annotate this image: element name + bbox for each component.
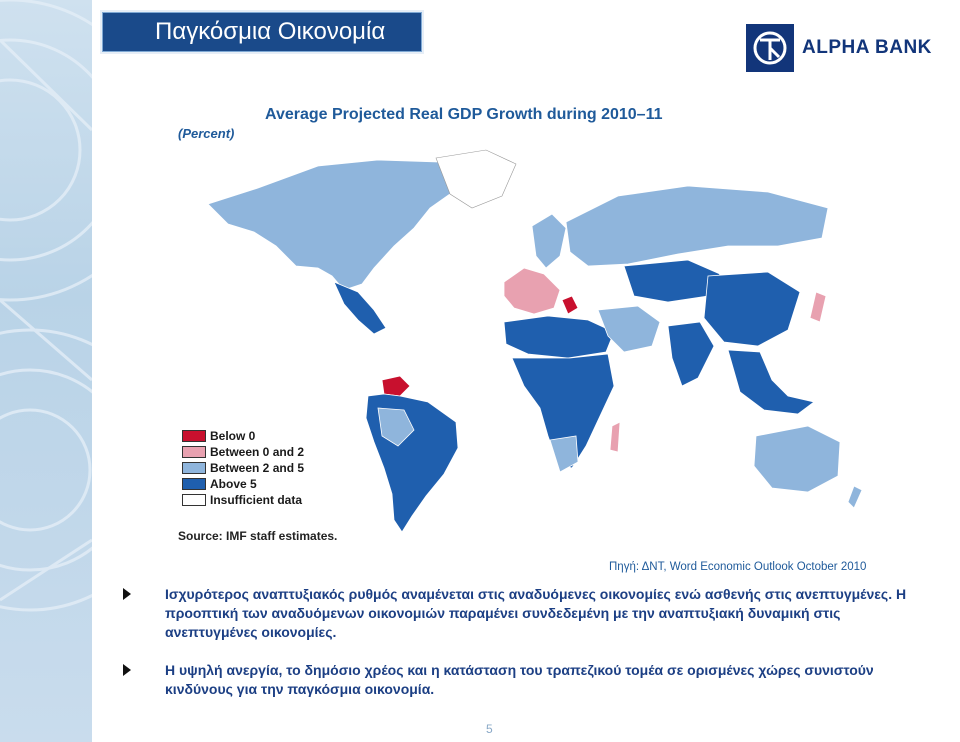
page-number: 5 [486,722,493,736]
bullet-text: Η υψηλή ανεργία, το δημόσιο χρέος και η … [165,662,874,697]
legend-swatch [182,462,206,474]
alpha-bank-logo-icon [746,24,794,72]
legend-item-between-0-2: Between 0 and 2 [182,444,304,460]
south-america-mid-region [377,407,415,447]
new-zealand-region [847,485,863,509]
australia-region [753,425,841,493]
brand-name: ALPHA BANK [802,37,932,58]
source-note: Πηγή: ΔΝΤ, Word Economic Outlook October… [609,561,867,573]
alpha-bank-logo: ALPHA BANK [746,24,932,72]
legend-label: Between 2 and 5 [210,461,305,475]
venezuela-region [381,375,411,397]
slide-title: Παγκόσμια Οικονομία [155,18,386,45]
bullet-arrow-icon [123,664,131,676]
southeast-asia-region [727,349,815,415]
bullet-item: Η υψηλή ανεργία, το δημόσιο χρέος και η … [123,661,923,699]
bullet-arrow-icon [123,588,131,600]
greenland-region [435,149,517,209]
legend-item-between-2-5: Between 2 and 5 [182,460,304,476]
legend-item-insufficient-data: Insufficient data [182,492,304,508]
madagascar-region [609,421,621,453]
legend-label: Above 5 [210,477,257,491]
world-gdp-map-figure: Average Projected Real GDP Growth during… [168,96,868,548]
legend-swatch [182,478,206,490]
sub-saharan-africa-region [511,353,615,469]
legend-swatch [182,494,206,506]
legend-item-above-5: Above 5 [182,476,304,492]
legend-label: Below 0 [210,429,256,443]
japan-region [809,291,827,323]
legend-item-below-0: Below 0 [182,428,304,444]
southern-africa-region [549,435,579,473]
world-map [207,149,863,533]
china-region [703,271,801,347]
map-title: Average Projected Real GDP Growth during… [265,106,663,123]
legend-label: Between 0 and 2 [210,445,305,459]
legend-swatch [182,430,206,442]
russia-region [565,185,829,267]
north-america-region [207,159,469,291]
decorative-side-band [0,0,92,742]
map-legend: Below 0 Between 0 and 2 Between 2 and 5 … [182,428,304,508]
western-europe-region [503,267,561,315]
legend-swatch [182,446,206,458]
map-subtitle: (Percent) [178,126,235,141]
bullet-list: Ισχυρότερος αναπτυξιακός ρυθμός αναμένετ… [123,585,923,718]
map-source: Source: IMF staff estimates. [178,529,338,543]
middle-east-region [597,305,661,353]
central-america-region [333,281,387,335]
scandinavia-region [531,213,567,269]
slide-title-box: Παγκόσμια Οικονομία [102,12,422,52]
bullet-text: Ισχυρότερος αναπτυξιακός ρυθμός αναμένετ… [165,586,907,640]
greece-region [561,295,579,315]
north-africa-region [503,315,615,359]
bullet-item: Ισχυρότερος αναπτυξιακός ρυθμός αναμένετ… [123,585,923,642]
central-asia-region [623,259,721,303]
india-region [667,321,715,387]
legend-label: Insufficient data [210,493,303,507]
